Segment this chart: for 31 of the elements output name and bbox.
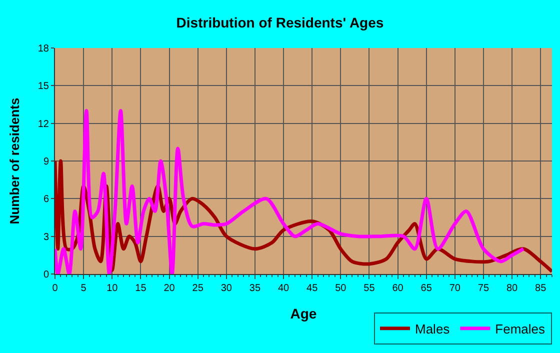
x-tick-label: 75: [478, 283, 490, 294]
y-tick-label: 0: [43, 270, 50, 280]
x-tick-label: 35: [249, 283, 261, 294]
y-tick-label: 18: [38, 44, 50, 54]
x-tick-label: 30: [220, 283, 232, 294]
x-tick-label: 80: [506, 283, 518, 294]
x-tick-label: 65: [420, 283, 432, 294]
x-tick-label: 85: [535, 283, 547, 294]
y-tick-label: 9: [43, 156, 50, 168]
y-tick-label: 15: [38, 81, 50, 92]
x-tick-label: 60: [392, 283, 404, 294]
x-tick-label: 50: [335, 283, 347, 294]
y-tick-label: 3: [43, 232, 50, 243]
x-tick-label: 10: [106, 283, 118, 294]
y-tick-label: 6: [43, 194, 50, 206]
x-tick-label: 20: [164, 283, 176, 294]
y-axis-title: Number of residents: [6, 98, 22, 224]
x-tick-label: 5: [80, 283, 87, 294]
x-tick-label: 0: [52, 283, 58, 294]
x-tick-label: 45: [306, 283, 318, 294]
chart-title: Distribution of Residents' Ages: [176, 14, 384, 30]
x-tick-label: 70: [449, 283, 461, 294]
x-tick-label: 15: [135, 283, 147, 294]
x-tick-label: 55: [364, 283, 376, 294]
x-tick-label: 40: [278, 283, 290, 294]
legend-label: Males: [415, 321, 450, 336]
line-series: [55, 109, 526, 274]
x-axis-title: Age: [290, 305, 317, 322]
y-tick-label: 12: [38, 118, 50, 130]
x-tick-label: 25: [192, 283, 204, 294]
legend-label: Females: [495, 321, 546, 336]
